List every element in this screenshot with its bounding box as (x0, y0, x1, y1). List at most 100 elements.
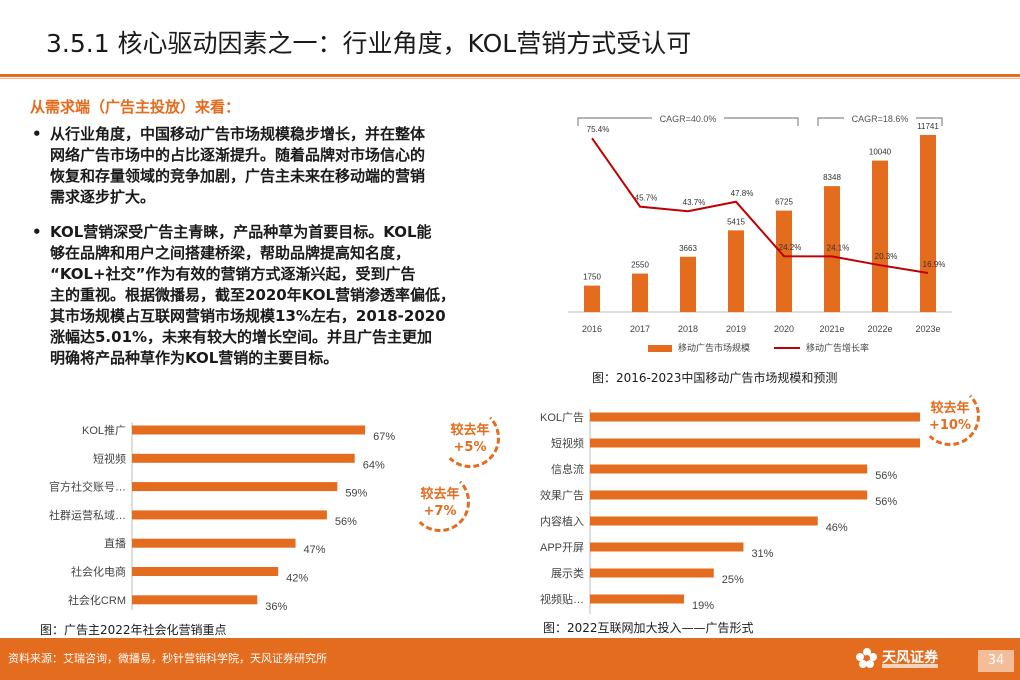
category-label: 官方社交账号… (49, 480, 126, 494)
growth-rate-line (591, 137, 929, 275)
logo-subline (882, 664, 938, 668)
footer-source: 资料来源：艾瑞咨询，微播易，秒针营销科学院，天风证券研究所 (8, 652, 327, 665)
bullet-1: • 从行业角度，中国移动广告市场规模稳步增长，并在整体 网络广告市场中的占比逐渐… (32, 124, 532, 208)
category-label: 内容植入 (540, 514, 584, 528)
bullet-text: 从行业角度，中国移动广告市场规模稳步增长，并在整体 网络广告市场中的占比逐渐提升… (50, 125, 426, 206)
section-subtitle: 从需求端（广告主投放）来看： (30, 98, 241, 116)
bar-value-label: 8348 (823, 173, 841, 182)
line-value-label: 47.8% (731, 189, 754, 198)
bar-market-size (680, 256, 696, 312)
bar (590, 438, 920, 448)
cagr-label: CAGR=18.6% (852, 114, 909, 124)
category-label: 社会化电商 (71, 565, 126, 579)
bar (132, 453, 355, 463)
x-tick-label: 2022e (867, 324, 892, 334)
bullet-2: • KOL营销深受广告主青睐，产品种草为首要目标。KOL能 够在品牌和用户之间搭… (32, 222, 532, 369)
bar-value-label: 31% (751, 548, 773, 560)
line-value-label: 75.4% (587, 125, 610, 134)
category-label: KOL推广 (82, 423, 126, 437)
bar (590, 516, 818, 526)
x-tick-label: 2019 (726, 324, 746, 334)
line-value-label: 24.1% (827, 243, 850, 252)
cagr-label-bg (844, 111, 916, 125)
x-tick-label: 2017 (630, 324, 650, 334)
bar-value-label: 5415 (727, 217, 745, 226)
growth-badge-social-account: 较去年 +7% (410, 472, 470, 532)
footer-bar: 资料来源：艾瑞咨询，微播易，秒针营销科学院，天风证券研究所 天风证券 (0, 638, 1020, 680)
line-value-label: 16.9% (923, 260, 946, 269)
page-title: 3.5.1 核心驱动因素之一：行业角度，KOL营销方式受认可 (46, 29, 692, 58)
bar-value-label: 2550 (631, 261, 649, 270)
x-tick-label: 2021e (819, 324, 844, 334)
line-value-label: 43.7% (683, 198, 706, 207)
bullet-dot: • (32, 223, 42, 241)
bar-value-label: 59% (345, 488, 367, 500)
bar-value-label: 19% (692, 600, 714, 612)
category-label: 信息流 (551, 462, 584, 476)
legend-swatch-bar (648, 345, 672, 352)
ad-format-investment-chart: KOL广告70%短视频69%信息流56%效果广告56%内容植入46%APP开屏3… (540, 409, 920, 614)
bar (590, 464, 868, 474)
bar (590, 542, 744, 552)
bar (132, 538, 296, 548)
line-value-label: 20.3% (875, 252, 898, 261)
bar-market-size (824, 186, 840, 312)
chart-caption-right: 图：2022互联网加大投入——广告形式 (543, 621, 754, 635)
title-rule-thin (0, 78, 1020, 79)
x-tick-label: 2023e (915, 324, 940, 334)
category-label: 效果广告 (540, 488, 584, 502)
page-number: 34 (987, 653, 1005, 668)
legend-label: 移动广告市场规模 (678, 342, 750, 353)
category-label: 展示类 (551, 566, 584, 580)
bar-value-label: 11741 (917, 122, 939, 131)
bar-value-label: 3663 (679, 244, 697, 253)
category-label: 视频贴… (540, 592, 584, 606)
bar-value-label: 1750 (583, 273, 601, 282)
bar (132, 425, 366, 435)
bar (132, 482, 338, 492)
bar (132, 595, 258, 605)
bar-value-label: 56% (875, 470, 897, 482)
bar-value-label: 10040 (869, 148, 892, 157)
logo-text: 天风证券 (882, 650, 938, 666)
category-label: 短视频 (551, 436, 584, 450)
bullet-dot: • (32, 125, 42, 143)
bar-value-label: 67% (373, 431, 395, 443)
line-value-label: 45.7% (635, 194, 658, 203)
social-marketing-focus-chart: KOL推广 67% 短视频 64% 官方社交账号… 59% 社群运营私域… 56% 直播 47% 社… (49, 422, 395, 610)
bar (590, 594, 685, 604)
growth-badge-kol-promotion: 较去年 +5% (440, 408, 500, 468)
bar (132, 510, 327, 520)
cagr-label: CAGR=40.0% (660, 114, 717, 124)
legend-label: 移动广告增长率 (806, 342, 869, 353)
bar (590, 490, 868, 500)
bar-market-size (872, 160, 888, 312)
bar-market-size (728, 230, 744, 312)
bar (132, 567, 279, 576)
category-label: 社群运营私域… (49, 508, 126, 522)
bar-value-label: 46% (826, 522, 848, 534)
cagr-label-bg (652, 111, 724, 125)
bar-value-label: 47% (304, 544, 326, 556)
bar-market-size (632, 273, 648, 312)
mobile-ad-market-chart: CAGR=40.0% CAGR=18.6% 1750 2016 2550 2017 3663… (568, 111, 952, 353)
chart-caption-left: 图：广告主2022年社会化营销重点 (40, 623, 227, 637)
category-label: 短视频 (93, 451, 126, 465)
bar (590, 412, 920, 422)
bar-market-size (776, 210, 792, 312)
chart-caption-top: 图：2016-2023中国移动广告市场规模和预测 (592, 371, 838, 385)
title-rule (0, 74, 1020, 77)
category-label: KOL广告 (540, 411, 584, 424)
bar-market-size (920, 134, 936, 312)
growth-badge-kol-ads: 较去年 +10% (920, 386, 980, 446)
bar-value-label: 36% (265, 601, 287, 610)
line-value-label: 24.2% (779, 243, 802, 252)
bar-market-size (584, 285, 600, 312)
bar-value-label: 6725 (775, 198, 793, 207)
bar-value-label: 56% (875, 496, 897, 508)
bar (590, 568, 714, 578)
flower-logo-icon (856, 648, 877, 668)
bar-value-label: 42% (286, 573, 308, 585)
bar-value-label: 56% (335, 516, 357, 528)
category-label: APP开屏 (540, 541, 584, 554)
